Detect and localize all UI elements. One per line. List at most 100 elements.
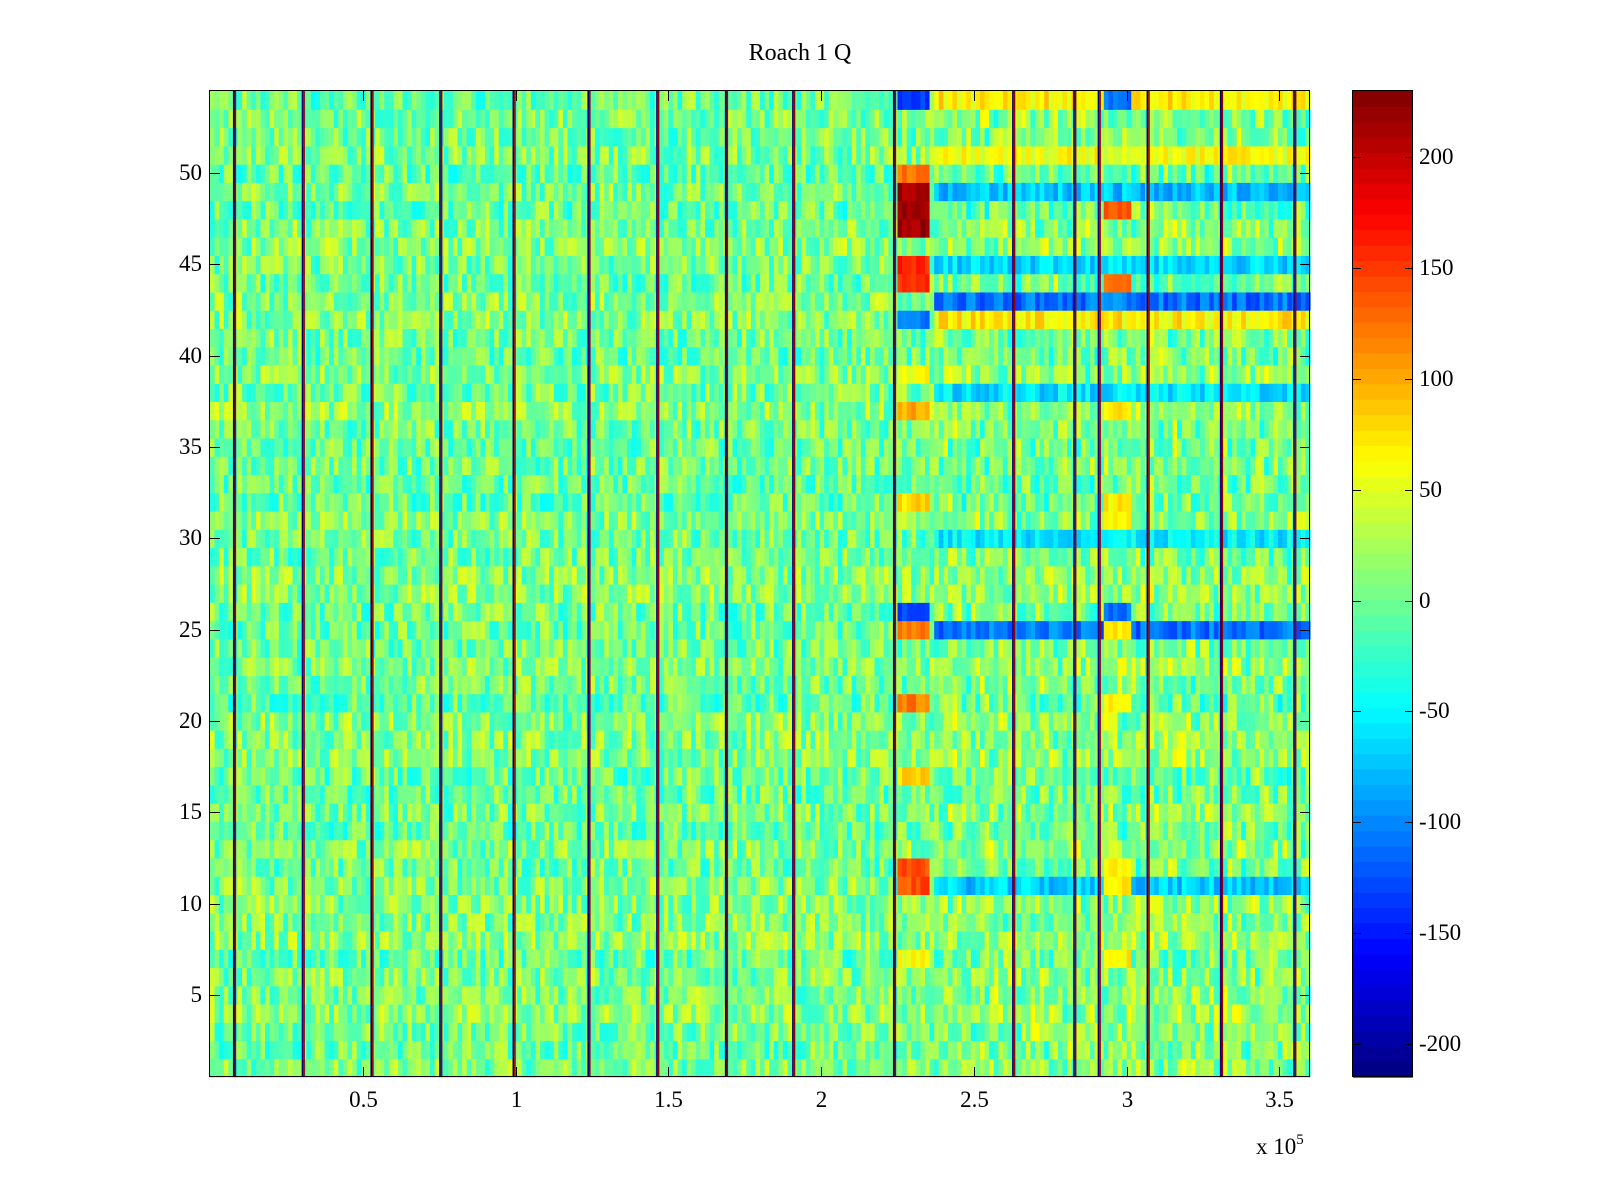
heatmap-cell (879, 1022, 885, 1042)
heatmap-cell (856, 730, 862, 749)
heatmap-cell (1172, 821, 1178, 841)
heatmap-cell (434, 894, 440, 914)
heatmap-cell (576, 912, 582, 932)
heatmap-cell (833, 803, 839, 822)
heatmap-cell (727, 784, 734, 804)
heatmap-cell (274, 730, 280, 749)
heatmap-cell (883, 857, 889, 877)
heatmap-cell (879, 693, 885, 713)
heatmap-cell (562, 912, 569, 932)
heatmap-cell (471, 857, 477, 877)
heatmap-cell (622, 1022, 628, 1042)
heatmap-cell (251, 967, 257, 987)
heatmap-cell (416, 912, 422, 932)
heatmap-cell (219, 730, 225, 749)
heatmap-cell (1204, 1058, 1210, 1078)
heatmap-cell (897, 730, 903, 749)
heatmap-cell (1232, 1003, 1238, 1023)
heatmap-cell (1067, 1040, 1073, 1060)
heatmap-cell (984, 949, 990, 969)
heatmap-cell (352, 1022, 358, 1042)
heatmap-cell (590, 949, 596, 969)
heatmap-cell (1085, 894, 1091, 914)
heatmap-cell (957, 876, 963, 896)
heatmap-cell (1277, 730, 1284, 749)
heatmap-cell (237, 784, 243, 804)
heatmap-cell (1282, 711, 1288, 731)
heatmap-cell (1099, 803, 1105, 822)
heatmap-cell (727, 693, 734, 713)
heatmap-cell (865, 930, 871, 950)
heatmap-cell (929, 1040, 935, 1060)
heatmap-cell (278, 803, 284, 822)
heatmap-cell (1232, 912, 1238, 932)
heatmap-cell (457, 967, 463, 987)
heatmap-cell (507, 821, 514, 841)
heatmap-cell (1259, 912, 1265, 932)
heatmap-cell (219, 876, 225, 896)
heatmap-cell (778, 711, 784, 731)
heatmap-cell (265, 1022, 271, 1042)
heatmap-cell (466, 985, 472, 1005)
heatmap-cell (1259, 894, 1265, 914)
heatmap-cell (443, 985, 449, 1005)
heatmap-cell (599, 967, 605, 987)
heatmap-cell (975, 930, 981, 950)
heatmap-cell (1264, 784, 1270, 804)
heatmap-cell (338, 730, 344, 749)
heatmap-cell (897, 748, 903, 768)
heatmap-cell (1195, 949, 1201, 969)
heatmap-cell (682, 857, 688, 877)
heatmap-cell (530, 839, 537, 859)
heatmap-cell (1245, 803, 1252, 822)
heatmap-cell (1080, 1040, 1087, 1060)
heatmap-cell (1057, 949, 1064, 969)
heatmap-cell (329, 876, 335, 896)
heatmap-cell (1255, 894, 1261, 914)
heatmap-cell (906, 748, 912, 768)
heatmap-cell (1140, 730, 1146, 749)
heatmap-cell (1282, 894, 1288, 914)
heatmap-cell (750, 784, 757, 804)
heatmap-cell (1085, 839, 1091, 859)
heatmap-cell (1016, 1058, 1022, 1078)
heatmap-cell (1163, 711, 1169, 731)
heatmap-cell (911, 876, 917, 896)
heatmap-cell (1044, 894, 1050, 914)
heatmap-cell (796, 839, 802, 859)
heatmap-cell (1099, 711, 1105, 731)
heatmap-cell (581, 876, 587, 896)
heatmap-cell (1190, 730, 1197, 749)
heatmap-cell (815, 967, 821, 987)
heatmap-cell (540, 876, 546, 896)
heatmap-cell (540, 930, 546, 950)
heatmap-cell (943, 912, 949, 932)
heatmap-cell (1126, 985, 1132, 1005)
heatmap-cell (485, 821, 491, 841)
heatmap-cell (1296, 967, 1302, 987)
heatmap-cell (430, 748, 436, 768)
heatmap-cell (695, 857, 702, 877)
heatmap-cell (1195, 711, 1201, 731)
heatmap-cell (425, 912, 431, 932)
heatmap-cell (1122, 930, 1128, 950)
heatmap-cell (645, 1022, 651, 1042)
heatmap-cell (1222, 1003, 1229, 1023)
heatmap-cell (627, 949, 633, 969)
heatmap-cell (1300, 784, 1307, 804)
heatmap-cell (1232, 821, 1238, 841)
heatmap-cell (210, 839, 216, 859)
heatmap-cell (1255, 1003, 1261, 1023)
heatmap-cell (1062, 857, 1068, 877)
heatmap-cell (787, 730, 793, 749)
heatmap-cell (1195, 1022, 1201, 1042)
heatmap-cell (544, 967, 550, 987)
heatmap-cell (617, 1003, 624, 1023)
heatmap-cell (1232, 857, 1238, 877)
heatmap-cell (1204, 894, 1210, 914)
heatmap-cell (1181, 985, 1187, 1005)
heatmap-cell (952, 803, 958, 822)
heatmap-cell (1255, 803, 1261, 822)
heatmap-cell (796, 1040, 802, 1060)
heatmap-cell (1131, 1040, 1137, 1060)
